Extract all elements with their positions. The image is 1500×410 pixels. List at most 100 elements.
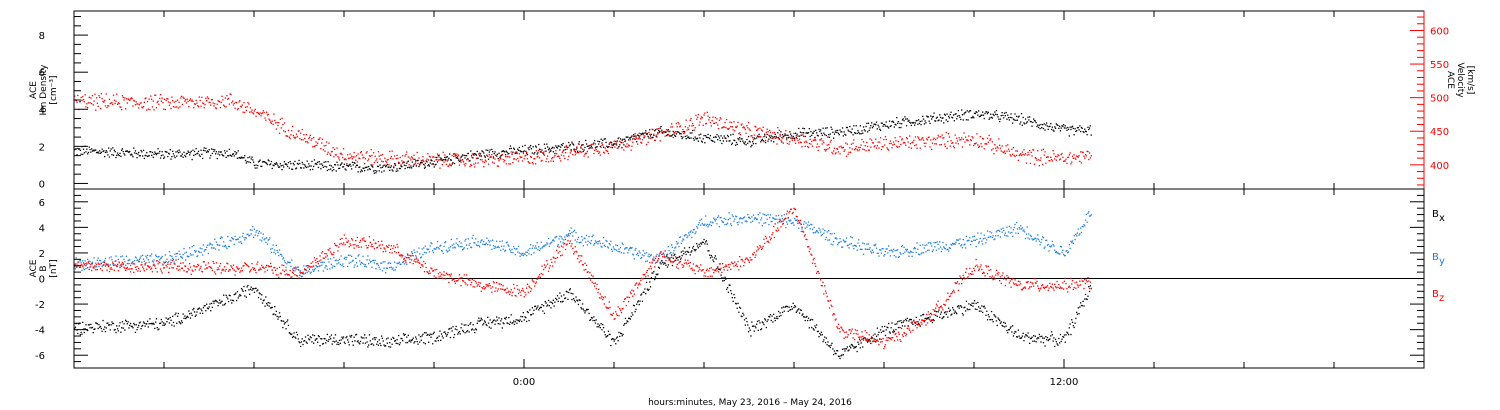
- data-point: [465, 154, 467, 157]
- data-point: [923, 321, 925, 323]
- data-point: [798, 142, 800, 144]
- data-point: [742, 127, 744, 129]
- data-point: [989, 231, 991, 233]
- data-point: [1022, 153, 1024, 156]
- data-point: [1072, 325, 1074, 327]
- data-point: [223, 105, 226, 107]
- data-point: [206, 151, 208, 153]
- data-point: [472, 324, 474, 326]
- data-point: [428, 155, 431, 157]
- data-point: [713, 141, 716, 143]
- data-point: [85, 151, 87, 153]
- data-point: [726, 118, 728, 121]
- data-point: [265, 119, 267, 121]
- data-point: [805, 140, 807, 142]
- data-point: [128, 327, 130, 329]
- data-point: [883, 138, 885, 141]
- data-point: [807, 317, 810, 319]
- data-point: [881, 248, 883, 250]
- data-point: [552, 160, 554, 162]
- data-point: [481, 159, 483, 161]
- data-point: [649, 129, 651, 131]
- data-point: [632, 314, 634, 316]
- data-point: [852, 134, 854, 136]
- data-point: [217, 305, 219, 307]
- data-point: [344, 342, 346, 345]
- data-point: [919, 147, 921, 149]
- data-point: [197, 150, 200, 152]
- data-point: [559, 292, 561, 294]
- data-point: [809, 319, 811, 321]
- data-point: [874, 123, 876, 125]
- data-point: [715, 258, 717, 260]
- data-point: [456, 153, 458, 155]
- data-point: [755, 327, 757, 329]
- data-point: [490, 327, 492, 329]
- data-point: [897, 326, 900, 329]
- data-point: [806, 315, 808, 318]
- data-point: [345, 337, 347, 339]
- data-point: [558, 145, 560, 147]
- data-point: [464, 157, 466, 159]
- data-point: [1042, 342, 1045, 344]
- data-point: [410, 165, 412, 167]
- data-point: [1057, 154, 1059, 156]
- data-point: [920, 253, 922, 255]
- data-point: [754, 125, 756, 127]
- data-point: [505, 163, 507, 165]
- data-point: [345, 169, 347, 171]
- data-point: [930, 243, 932, 245]
- data-point: [996, 324, 998, 327]
- data-point: [465, 238, 467, 240]
- data-point: [1005, 145, 1007, 147]
- data-point: [401, 338, 403, 340]
- data-point: [101, 148, 103, 150]
- data-point: [246, 286, 248, 288]
- data-point: [159, 150, 161, 153]
- data-point: [77, 261, 79, 263]
- data-point: [970, 304, 972, 307]
- data-point: [831, 128, 833, 130]
- data-point: [80, 262, 82, 264]
- data-point: [1033, 340, 1036, 342]
- data-point: [946, 113, 948, 115]
- data-point: [1062, 249, 1064, 251]
- data-point: [270, 121, 272, 123]
- data-point: [1020, 337, 1023, 339]
- data-point: [800, 134, 802, 136]
- data-point: [585, 152, 588, 155]
- data-point: [175, 100, 177, 102]
- data-point: [556, 299, 558, 301]
- data-point: [419, 163, 421, 165]
- data-point: [974, 112, 976, 115]
- data-point: [700, 116, 703, 118]
- data-point: [471, 237, 473, 239]
- data-point: [120, 256, 122, 258]
- data-point: [991, 117, 993, 119]
- data-point: [526, 311, 529, 313]
- data-point: [210, 154, 212, 157]
- data-point: [214, 149, 216, 151]
- data-point: [1076, 127, 1079, 129]
- data-point: [709, 121, 712, 124]
- data-point: [638, 303, 640, 306]
- data-point: [148, 323, 150, 325]
- data-point: [521, 254, 523, 256]
- data-point: [549, 243, 551, 245]
- data-point: [581, 239, 584, 241]
- data-point: [544, 147, 546, 149]
- data-point: [112, 263, 114, 265]
- data-point: [1024, 237, 1027, 240]
- data-point: [290, 265, 292, 267]
- data-point: [721, 277, 723, 279]
- data-point: [791, 308, 793, 310]
- data-point: [609, 141, 611, 144]
- data-point: [431, 243, 433, 245]
- data-point: [513, 147, 515, 149]
- data-point: [982, 114, 985, 116]
- data-point: [860, 342, 862, 344]
- data-point: [464, 240, 466, 242]
- data-point: [538, 149, 540, 152]
- data-point: [722, 126, 724, 129]
- data-point: [671, 126, 674, 128]
